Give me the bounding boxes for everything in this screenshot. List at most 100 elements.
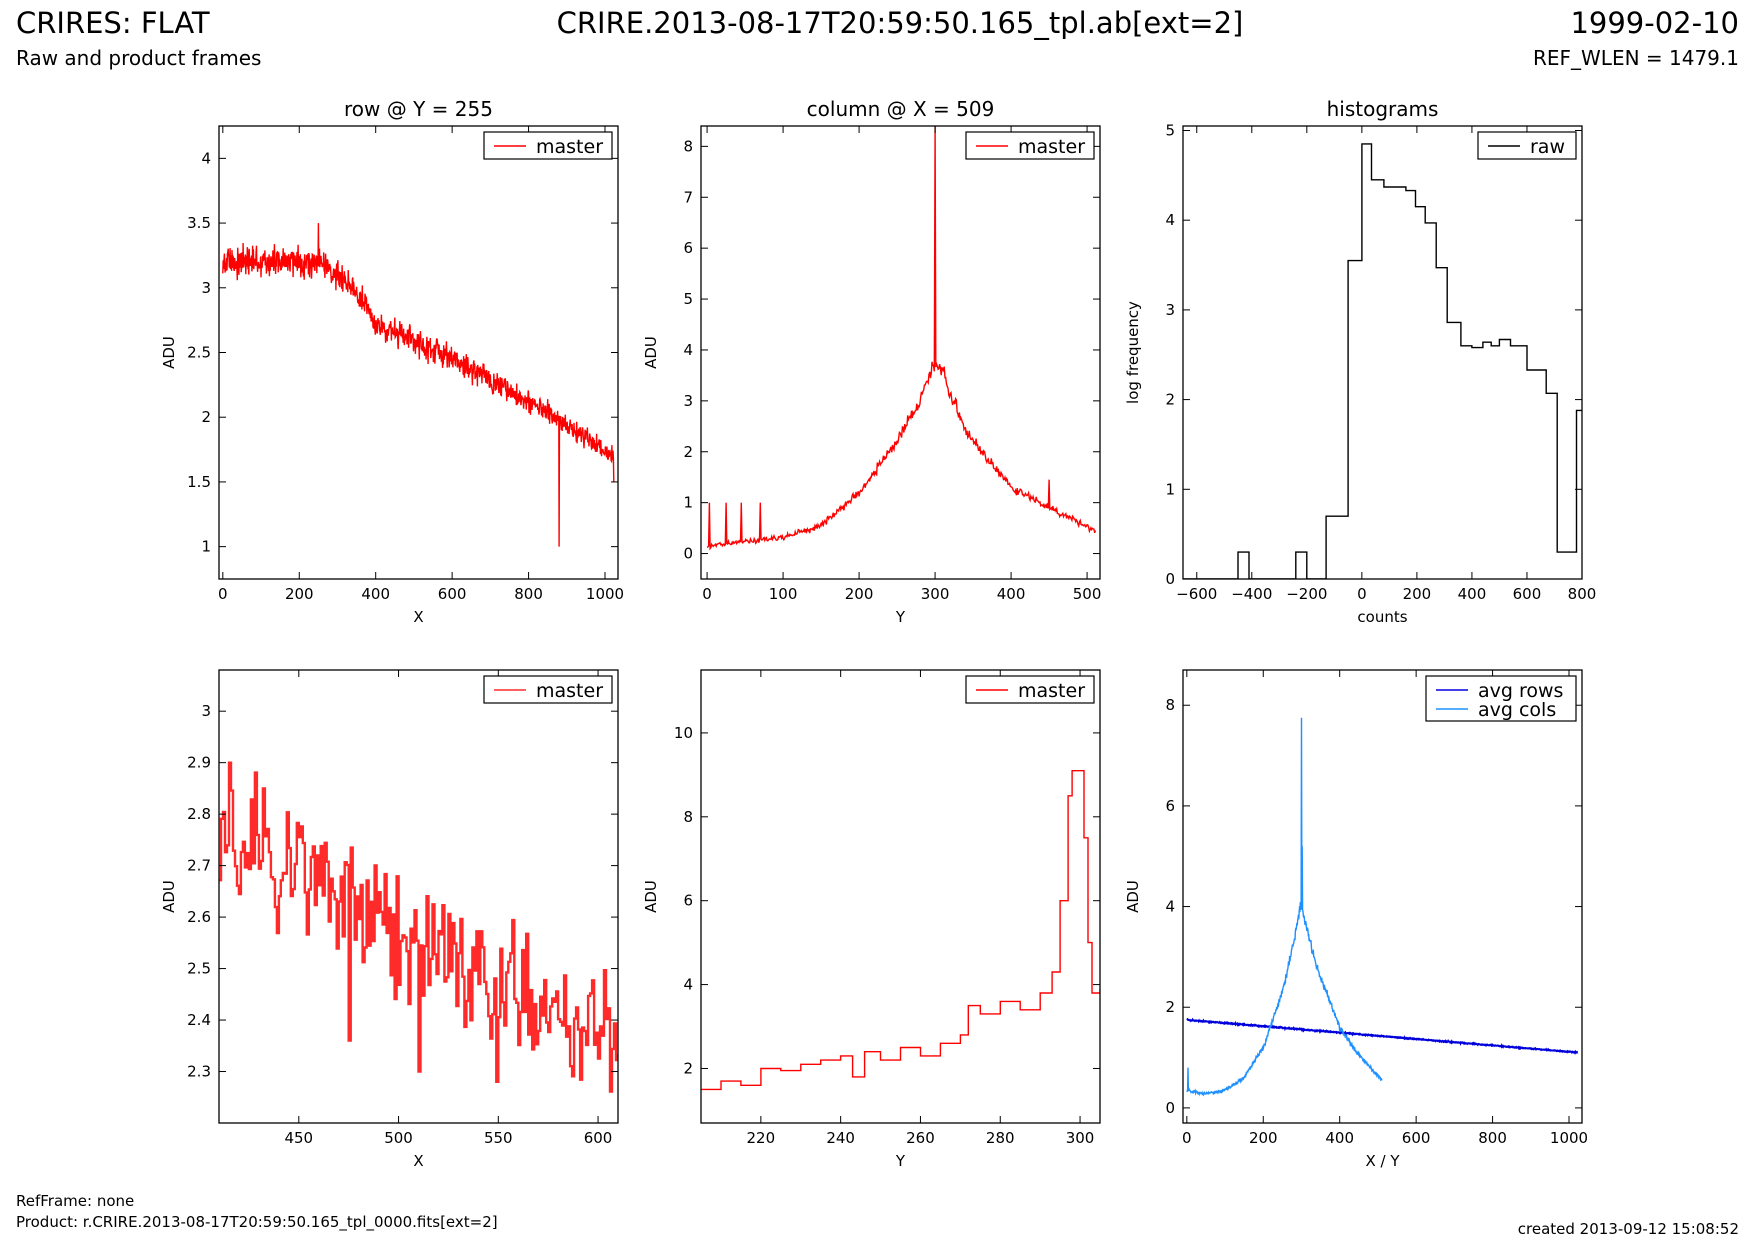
- series-line-avg-rows: [1186, 1017, 1579, 1055]
- panel-column-x509: 0 100 200 300 400 500 0 1 2 3 4 5 6 7 8 column @ X = 50…: [642, 97, 1101, 626]
- y-tick-label: 8: [683, 137, 693, 155]
- x-tick-label: 1000: [586, 585, 624, 603]
- panel-histograms: −600 −400 −200 0 200 400 600 800 0 1 2 3 4 5 histogram…: [1124, 97, 1596, 626]
- y-axis-label: ADU: [1124, 880, 1142, 913]
- y-tick-label: 2: [201, 408, 211, 426]
- y-tick-label: 5: [1165, 121, 1175, 139]
- series-line-master: [222, 223, 615, 547]
- legend-entry: master: [1018, 680, 1085, 702]
- x-tick-label: 400: [1325, 1129, 1354, 1147]
- y-tick-label: 2.4: [187, 1011, 211, 1029]
- x-tick-label: 450: [284, 1129, 313, 1147]
- x-tick-label: 200: [845, 585, 874, 603]
- y-axis-label: ADU: [642, 336, 660, 369]
- y-axis-label: ADU: [160, 336, 178, 369]
- x-tick-label: 200: [1249, 1129, 1278, 1147]
- x-tick-label: −400: [1231, 585, 1272, 603]
- y-tick-label: 4: [1165, 898, 1175, 916]
- x-tick-label: 1000: [1550, 1129, 1588, 1147]
- legend: master: [965, 675, 1095, 704]
- y-tick-label: 0: [683, 545, 693, 563]
- x-tick-label: 600: [584, 1129, 613, 1147]
- y-tick-label: 2.9: [187, 754, 211, 772]
- date-title: 1999-02-10: [1570, 6, 1739, 40]
- x-axis-label: Y: [895, 1152, 906, 1170]
- x-tick-label: 280: [986, 1129, 1015, 1147]
- y-tick-label: 2.5: [187, 960, 211, 978]
- y-tick-label: 6: [683, 892, 693, 910]
- x-tick-label: 500: [1073, 585, 1102, 603]
- y-tick-label: 10: [674, 724, 693, 742]
- x-tick-label: 800: [1478, 1129, 1507, 1147]
- x-tick-label: 400: [361, 585, 390, 603]
- legend-entry: avg rows: [1478, 680, 1563, 702]
- y-tick-label: 8: [683, 808, 693, 826]
- y-tick-label: 6: [1165, 797, 1175, 815]
- y-axis-label: log frequency: [1124, 301, 1142, 404]
- legend: master: [483, 131, 613, 160]
- x-tick-label: 400: [1458, 585, 1487, 603]
- legend-entry: master: [536, 680, 603, 702]
- x-tick-label: 500: [384, 1129, 413, 1147]
- y-tick-label: 6: [683, 239, 693, 257]
- x-tick-label: −600: [1176, 585, 1217, 603]
- y-tick-label: 0: [1165, 570, 1175, 588]
- y-tick-label: 2: [683, 443, 693, 461]
- y-tick-label: 4: [683, 976, 693, 994]
- x-axis-label: X / Y: [1365, 1152, 1400, 1170]
- panel-title: row @ Y = 255: [344, 97, 493, 121]
- main-title: CRIRES: FLAT: [16, 6, 210, 40]
- y-tick-label: 1: [201, 538, 211, 556]
- y-tick-label: 1: [1165, 480, 1175, 498]
- product-label: Product: r.CRIRE.2013-08-17T20:59:50.165…: [16, 1213, 498, 1231]
- x-tick-label: 220: [747, 1129, 776, 1147]
- ref-wlen: REF_WLEN = 1479.1: [1532, 46, 1739, 70]
- y-tick-label: 2.7: [187, 857, 211, 875]
- y-tick-label: 4: [683, 341, 693, 359]
- x-axis-label: X: [413, 1152, 423, 1170]
- x-tick-label: 600: [1402, 1129, 1431, 1147]
- y-tick-label: 4: [1165, 211, 1175, 229]
- plot-frame: [700, 669, 1101, 1124]
- y-tick-label: 3: [1165, 301, 1175, 319]
- legend: master: [965, 131, 1095, 160]
- x-tick-label: 0: [702, 585, 712, 603]
- created-label: created 2013-09-12 15:08:52: [1517, 1220, 1739, 1238]
- y-tick-label: 2: [1165, 391, 1175, 409]
- x-tick-label: 240: [826, 1129, 855, 1147]
- legend-entry: raw: [1530, 136, 1565, 158]
- y-tick-label: 8: [1165, 696, 1175, 714]
- x-tick-label: 300: [1066, 1129, 1095, 1147]
- y-tick-label: 4: [201, 149, 211, 167]
- x-tick-label: 200: [285, 585, 314, 603]
- series-line-raw: [1183, 143, 1582, 579]
- legend: master: [483, 675, 613, 704]
- legend-entry: avg cols: [1478, 699, 1556, 721]
- x-tick-label: −200: [1286, 585, 1327, 603]
- y-tick-label: 2.6: [187, 908, 211, 926]
- series-line-master: [219, 761, 618, 1093]
- y-tick-label: 2: [683, 1059, 693, 1077]
- panel-averages: 0 200 400 600 800 1000 0 2 4 6 8 X / Y ADU avg rowsav…: [1124, 669, 1588, 1170]
- y-tick-label: 2.8: [187, 805, 211, 823]
- x-tick-label: 600: [438, 585, 467, 603]
- y-tick-label: 2: [1165, 998, 1175, 1016]
- x-tick-label: 0: [1182, 1129, 1192, 1147]
- x-tick-label: 800: [1568, 585, 1597, 603]
- y-tick-label: 2.3: [187, 1063, 211, 1081]
- y-tick-label: 0: [1165, 1099, 1175, 1117]
- y-axis-label: ADU: [642, 880, 660, 913]
- main-subtitle: Raw and product frames: [16, 46, 262, 70]
- legend: raw: [1477, 131, 1577, 160]
- panel-title: column @ X = 509: [807, 97, 995, 121]
- x-tick-label: 400: [997, 585, 1026, 603]
- x-tick-label: 260: [906, 1129, 935, 1147]
- plot-frame: [1182, 669, 1583, 1124]
- y-axis-label: ADU: [160, 880, 178, 913]
- panel-column-zoom: 220 240 260 280 300 2 4 6 8 10 Y ADU master: [642, 669, 1101, 1170]
- plot-frame: [1182, 125, 1583, 580]
- series-line-master: [706, 126, 1097, 551]
- plot-frame: [700, 125, 1101, 580]
- series-line-avg-cols: [1186, 717, 1383, 1097]
